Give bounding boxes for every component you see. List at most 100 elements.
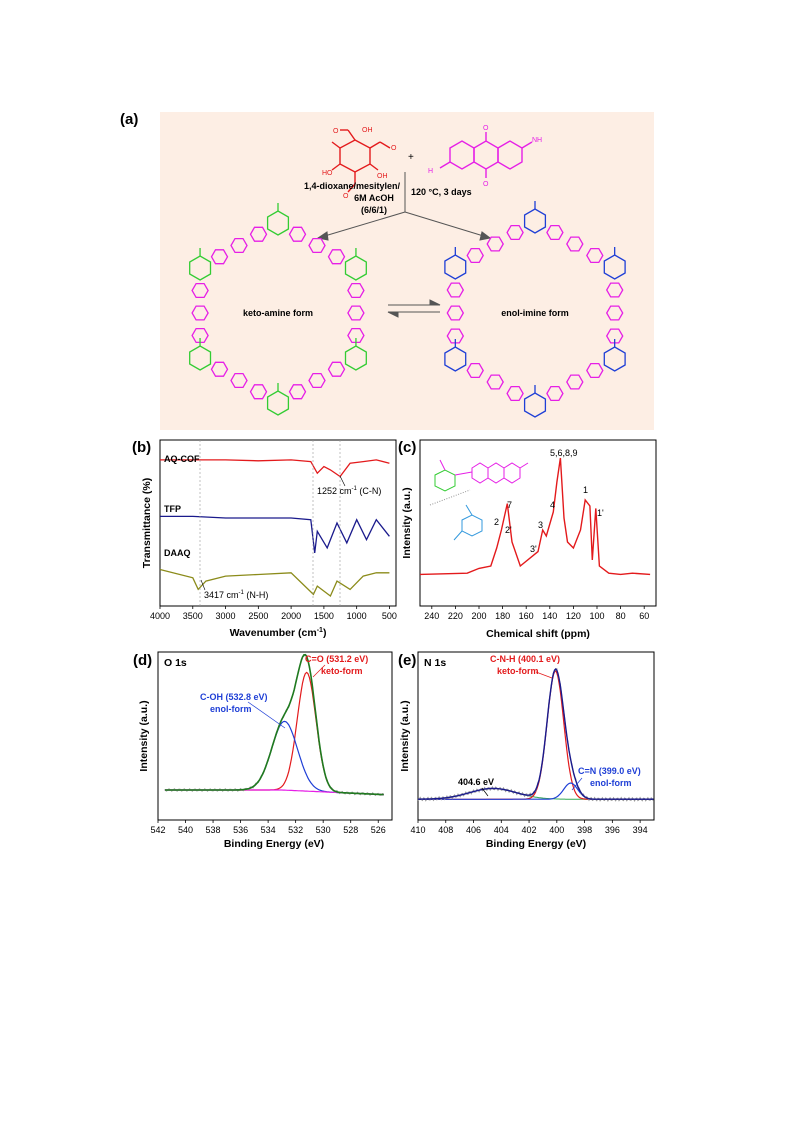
keto-linker-ring xyxy=(249,384,268,400)
enol-linker-ring xyxy=(466,362,484,379)
n1s-peak-enol-label: C=N (399.0 eV) xyxy=(578,766,641,776)
keto-linker-ring xyxy=(210,249,229,265)
keto-linker-ring xyxy=(191,305,209,321)
ftir-ann-cn-suffix: (C-N) xyxy=(357,486,382,496)
enol-node-ring xyxy=(444,346,467,372)
enol-linker-ring xyxy=(486,374,504,390)
enol-node-ring xyxy=(523,392,547,418)
ftir-trace-aq-cof xyxy=(160,459,390,478)
ftir-xlabel-main: Wavenumber (cm xyxy=(230,627,317,639)
ftir-ylabel: Transmittance (%) xyxy=(141,478,153,568)
keto-linker-ring xyxy=(347,327,365,344)
ftir-tick-label: 2500 xyxy=(248,611,268,621)
enol-linker-ring xyxy=(506,224,524,241)
o1s-tick-label: 536 xyxy=(233,825,248,835)
n1s-tick-label: 406 xyxy=(466,825,481,835)
enol-node-ring xyxy=(603,346,626,372)
trace-label-tfp: TFP xyxy=(164,504,181,514)
keto-node-ring xyxy=(344,345,367,371)
o1s-tick-label: 542 xyxy=(150,825,165,835)
diamine-nh2: NH xyxy=(532,137,542,144)
ftir-trace-daaq xyxy=(159,568,390,598)
ftir-xlabel-suffix: ) xyxy=(323,627,327,639)
nmr-peak-2: 2 xyxy=(494,517,499,527)
ftir-annotation-cn-arrow xyxy=(339,475,346,487)
keto-linker-ring xyxy=(347,305,365,321)
nmr-ylabel: Intensity (a.u.) xyxy=(401,487,413,558)
o1s-tick-label: 528 xyxy=(343,825,358,835)
keto-linker-ring xyxy=(230,372,248,389)
panel-e-frame xyxy=(417,651,655,821)
diamine-monomer xyxy=(439,132,533,178)
keto-linker-ring xyxy=(308,237,326,254)
n1s-satellite-label: 404.6 eV xyxy=(458,777,494,787)
nmr-plot xyxy=(419,457,651,576)
nmr-peak-7: 7 xyxy=(507,500,512,510)
aldehyde-oh-1: OH xyxy=(362,127,373,134)
diamine-h2n: H xyxy=(428,168,433,175)
keto-linker-ring xyxy=(210,361,229,377)
enol-linker-ring xyxy=(566,374,584,390)
reaction-arrows xyxy=(316,172,492,318)
trace-label-daaq: DAAQ xyxy=(164,548,191,558)
keto-linker-ring xyxy=(191,282,209,299)
panel-d-frame xyxy=(157,651,393,821)
conditions-line-3: (6/6/1) xyxy=(361,205,387,215)
ftir-tick-label: 4000 xyxy=(150,611,170,621)
enol-linker-ring xyxy=(566,236,584,252)
panel-d-label: (d) xyxy=(133,652,152,669)
ftir-annotation-nh: 3417 cm-1 (N-H) xyxy=(204,590,268,600)
nmr-tick-label: 180 xyxy=(495,611,510,621)
ftir-tick-label: 3000 xyxy=(216,611,236,621)
trace-label-aq-cof: AQ-COF xyxy=(164,454,200,464)
ftir-ann-cn-main: 1252 cm xyxy=(317,486,352,496)
n1s-tick-label: 398 xyxy=(577,825,592,835)
aldehyde-oh-2: OH xyxy=(377,173,388,180)
keto-node-ring xyxy=(266,210,290,236)
o1s-enol-component xyxy=(164,720,384,796)
nmr-tick-label: 60 xyxy=(639,611,649,621)
xps-n1s-plot xyxy=(417,667,654,802)
keto-node-ring xyxy=(189,345,212,371)
panel-b-label: (b) xyxy=(132,439,151,456)
n1s-x-ticks: 410 408 406 404 402 400 398 396 394 xyxy=(410,820,648,835)
o1s-tick-label: 534 xyxy=(261,825,276,835)
aldehyde-o-3: O xyxy=(343,193,349,200)
ftir-xlabel: Wavenumber (cm-1) xyxy=(230,627,327,639)
nmr-tick-label: 140 xyxy=(542,611,557,621)
o1s-peak-keto-form: keto-form xyxy=(321,666,363,676)
nmr-peak-labels: 5,6,8,9 7 2 2' 4 3 3' 1 1' xyxy=(494,448,604,554)
keto-node-ring xyxy=(189,255,212,281)
enol-linker-ring xyxy=(486,236,504,252)
enol-linker-ring xyxy=(446,305,465,321)
nmr-tick-label: 120 xyxy=(566,611,581,621)
nmr-tick-label: 220 xyxy=(448,611,463,621)
nmr-peak-5689: 5,6,8,9 xyxy=(550,448,578,458)
enol-linker-ring xyxy=(605,282,624,298)
nmr-peak-3: 3 xyxy=(538,520,543,530)
keto-node-ring xyxy=(266,390,290,416)
keto-linker-ring xyxy=(230,237,248,254)
o1s-tick-label: 530 xyxy=(316,825,331,835)
conditions-line-1: 1,4-dioxane/mesitylen/ xyxy=(304,181,401,191)
n1s-ylabel: Intensity (a.u.) xyxy=(399,700,411,771)
ftir-trace-tfp xyxy=(160,515,390,553)
keto-amine-label: keto-amine form xyxy=(243,308,313,318)
o1s-keto-component xyxy=(164,671,384,796)
aldehyde-o-2: O xyxy=(391,145,397,152)
nmr-peak-1: 1 xyxy=(583,485,588,495)
n1s-tick-label: 394 xyxy=(633,825,648,835)
ftir-ann-cn-sup: -1 xyxy=(352,486,358,492)
ftir-tick-label: 1500 xyxy=(314,611,334,621)
o1s-enol-pointer xyxy=(247,701,286,729)
n1s-satellite-pointer xyxy=(481,787,489,797)
enol-linker-ring xyxy=(446,282,465,298)
nmr-x-ticks: 240 220 200 180 160 140 120 100 80 60 xyxy=(424,606,649,621)
n1s-tick-label: 400 xyxy=(549,825,564,835)
nmr-peak-2prime: 2' xyxy=(505,525,512,535)
ftir-tick-label: 500 xyxy=(382,611,397,621)
keto-linker-ring xyxy=(327,361,346,377)
panel-b-frame xyxy=(159,439,397,607)
n1s-tick-label: 408 xyxy=(438,825,453,835)
o1s-tick-label: 538 xyxy=(206,825,221,835)
